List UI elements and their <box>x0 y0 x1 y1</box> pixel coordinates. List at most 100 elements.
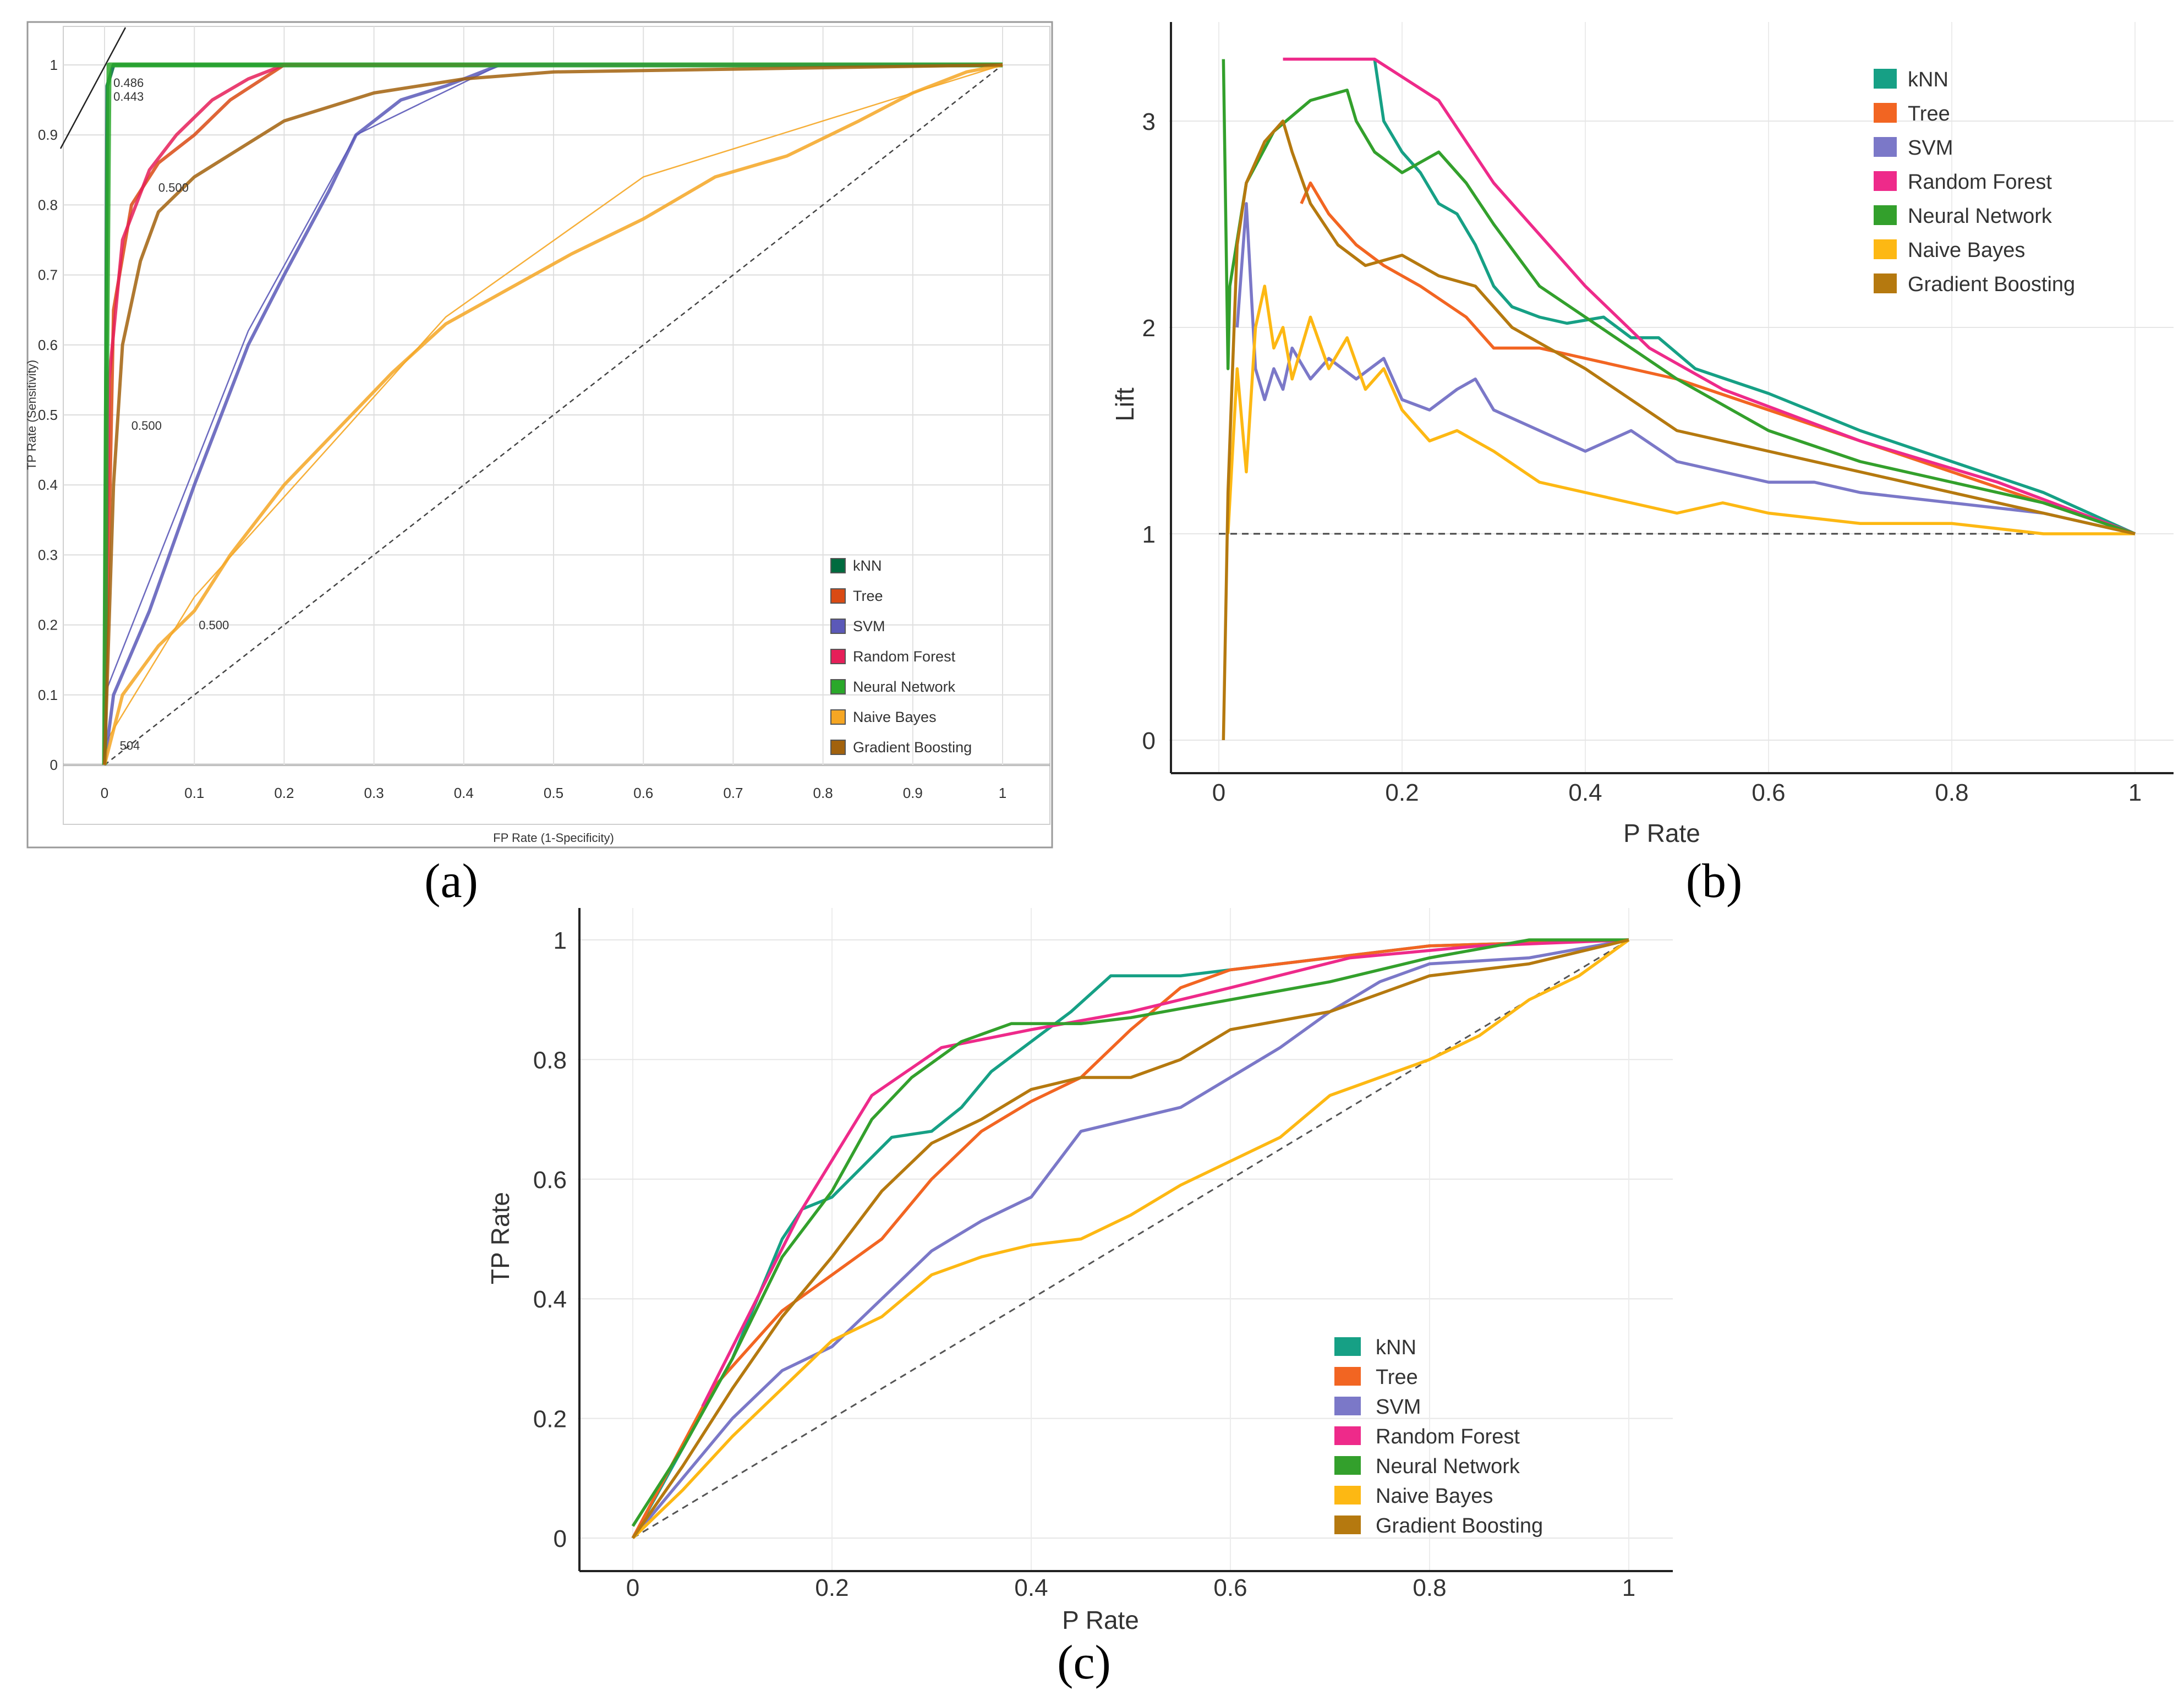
panel-a-y-tick-label: 0.7 <box>38 267 58 283</box>
panel-c-y-tick-label: 0.8 <box>533 1047 567 1074</box>
panel-c-y-axis-label: TP Rate <box>486 1192 514 1284</box>
panel-b-legend-swatch <box>1874 103 1897 123</box>
panel-a-y-axis-label: TP Rate (Sensitivity) <box>25 360 39 470</box>
panel-b-x-tick-label: 0 <box>1212 779 1225 806</box>
panel-a-threshold-annotation: 0.500 <box>199 619 229 632</box>
panel-a-threshold-annotation: 0.443 <box>113 90 144 103</box>
panel-b-legend-label: kNN <box>1908 68 1948 91</box>
panel-a-legend-label: SVM <box>853 618 885 634</box>
panel-c-legend-label: Gradient Boosting <box>1376 1514 1543 1538</box>
panel-a-legend-swatch <box>830 558 846 573</box>
panel-a-legend-label: Tree <box>853 588 883 604</box>
panel-c-legend-label: Tree <box>1376 1366 1418 1389</box>
panel-c-x-tick-label: 0 <box>626 1574 639 1601</box>
panel-c-y-tick-label: 1 <box>554 927 567 954</box>
panel-b-x-tick-label: 1 <box>2128 779 2142 806</box>
panel-c-y-tick-label: 0.2 <box>533 1406 567 1433</box>
panel-b-legend-label: Tree <box>1908 102 1950 125</box>
panel-a-y-tick-label: 0.8 <box>38 196 58 213</box>
panel-b-label: (b) <box>1686 855 1743 908</box>
panel-c-legend-label: Random Forest <box>1376 1425 1520 1448</box>
panel-b-x-tick-label: 0.6 <box>1751 779 1785 806</box>
panel-a-x-tick-label: 0.2 <box>274 785 294 801</box>
panel-b-series-svm <box>1235 202 2136 535</box>
panel-a-y-tick-label: 1 <box>50 57 58 73</box>
panel-a-threshold-annotation: 0.500 <box>158 181 189 195</box>
panel-c-legend-swatch <box>1334 1367 1361 1386</box>
panel-b-legend-label: Neural Network <box>1908 205 2052 228</box>
panel-c-series-random-forest <box>701 938 1629 1408</box>
panel-b-legend-swatch <box>1874 205 1897 225</box>
panel-a-legend-label: Gradient Boosting <box>853 739 972 756</box>
panel-a-y-tick-label: 0.3 <box>38 546 58 563</box>
panel-a-x-tick-label: 0.1 <box>184 785 204 801</box>
panel-a-x-tick-label: 0.7 <box>723 785 743 801</box>
panel-b-legend-swatch <box>1874 239 1897 259</box>
panel-a-x-tick-label: 0.9 <box>903 785 923 801</box>
panel-b-legend-label: SVM <box>1908 136 1953 160</box>
panel-a-threshold-annotation: 0.500 <box>132 419 162 433</box>
panel-b-y-axis-label: Lift <box>1110 387 1139 422</box>
panel-a-legend-label: kNN <box>853 557 882 574</box>
panel-b-lift-chart: 0 0.2 0.4 0.6 0.8 1 0 1 2 3 P Rate Lift kNN Tree SVM Ra… <box>1110 22 2174 847</box>
panel-a-series-naive-bayes <box>103 63 1003 765</box>
panel-b-y-tick-label: 3 <box>1142 108 1156 135</box>
panel-a-y-tick-label: 0.5 <box>38 407 58 423</box>
panel-a-y-tick-label: 0 <box>50 757 58 773</box>
panel-b-y-tick-label: 1 <box>1142 521 1156 548</box>
panel-b-series-random-forest <box>1283 57 2136 535</box>
panel-b-x-tick-label: 0.8 <box>1935 779 1968 806</box>
panel-c-series-naive-bayes <box>632 938 1630 1539</box>
panel-b-series-naive-bayes <box>1226 285 2135 535</box>
panel-b-y-tick-label: 0 <box>1142 727 1156 754</box>
panel-a-reference-diagonal <box>104 64 1003 765</box>
panel-a-plot-area <box>63 26 1050 825</box>
panel-a-label: (a) <box>424 855 478 908</box>
panel-b-legend-swatch <box>1874 137 1897 157</box>
panel-c-x-tick-label: 0.6 <box>1213 1574 1247 1601</box>
panel-c-x-tick-label: 0.4 <box>1014 1574 1048 1601</box>
panel-a-threshold-annotation: 0.486 <box>113 76 144 90</box>
panel-a-frame <box>26 21 1053 849</box>
panel-a-threshold-annotation: 504 <box>120 738 140 752</box>
panel-b-x-axis-label: P Rate <box>1623 819 1700 847</box>
panel-a-legend-label: Naive Bayes <box>853 709 937 725</box>
panel-a-x-tick-label: 0.3 <box>364 785 384 801</box>
panel-a-y-tick-label: 0.4 <box>38 477 58 493</box>
panel-a-convex-hull <box>103 64 1003 745</box>
panel-b-legend-label: Gradient Boosting <box>1908 273 2075 296</box>
panel-a-x-axis-label: FP Rate (1-Specificity) <box>493 831 614 845</box>
panel-a-roc-chart: 0 0 0.1 0.1 0.2 0.2 0.3 0.3 0.4 0.4 0.5 0.5 0.6 0.6 0.… <box>25 21 1053 849</box>
panel-c-legend-swatch <box>1334 1456 1361 1475</box>
panel-b-x-tick-label: 0.4 <box>1568 779 1602 806</box>
panel-c-legend-label: SVM <box>1376 1396 1421 1419</box>
panel-a-x-tick-label: 0.8 <box>813 785 833 801</box>
panel-b-legend-swatch <box>1874 171 1897 191</box>
panel-c-legend-label: Neural Network <box>1376 1455 1520 1478</box>
panel-c-series-svm <box>631 938 1629 1539</box>
panel-a-iso-line <box>59 27 127 149</box>
panel-c-label: (c) <box>1057 1636 1111 1689</box>
panel-b-legend-swatch <box>1874 69 1897 89</box>
panel-a-convex-hull <box>103 64 500 696</box>
panel-a-x-tick-label: 0.5 <box>544 785 563 801</box>
panel-b-legend-swatch <box>1874 273 1897 293</box>
panel-c-x-tick-label: 0.8 <box>1413 1574 1446 1601</box>
panel-c-legend-label: kNN <box>1376 1336 1416 1359</box>
panel-b-series-neural-network <box>1222 59 2136 535</box>
panel-b-series-gradient-boosting <box>1222 119 2136 741</box>
panel-a-series-gradient-boosting <box>103 63 1003 765</box>
panel-c-series-gradient-boosting <box>631 938 1629 1539</box>
panel-c-legend-swatch <box>1334 1486 1361 1504</box>
panel-b-series-knn <box>1373 59 2136 535</box>
panel-a-legend-swatch <box>830 679 846 694</box>
panel-c-y-tick-label: 0.4 <box>533 1286 567 1313</box>
panel-c-x-tick-label: 0.2 <box>815 1574 849 1601</box>
panel-c-tp-rate-chart: 0 0 0.2 0.2 0.4 0.4 0.6 0.6 0.8 0.8 1 1 P Rate TP Rat… <box>486 908 1673 1634</box>
panel-a-x-tick-label: 1 <box>999 785 1006 801</box>
panel-c-legend-label: Naive Bayes <box>1376 1485 1493 1508</box>
panel-c-reference-diagonal <box>632 939 1629 1539</box>
panel-c-y-tick-label: 0.6 <box>533 1167 567 1194</box>
panel-a-x-tick-label: 0 <box>101 785 108 801</box>
